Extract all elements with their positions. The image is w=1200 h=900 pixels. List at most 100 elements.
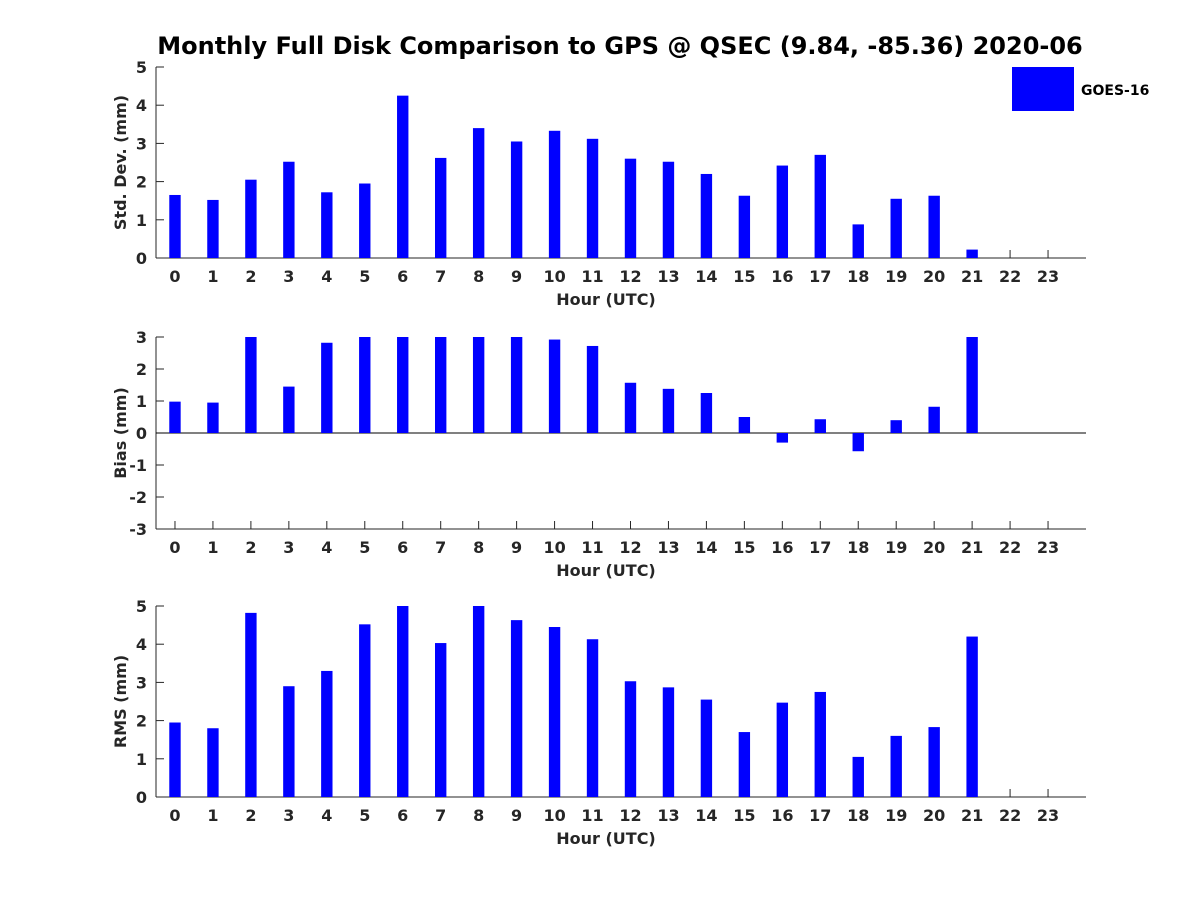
x-tick-label: 2 — [245, 806, 256, 825]
x-tick-label: 1 — [207, 806, 218, 825]
x-tick-label: 9 — [511, 806, 522, 825]
x-tick-label: 21 — [961, 806, 983, 825]
y-tick-label: 2 — [136, 173, 147, 192]
bar — [586, 639, 599, 797]
x-tick-label: 4 — [321, 806, 332, 825]
y-tick-label: 1 — [136, 750, 147, 769]
x-tick-label: 8 — [473, 538, 484, 557]
bar — [397, 95, 409, 259]
bar — [548, 130, 561, 258]
bar — [359, 183, 371, 258]
x-tick-label: 8 — [473, 806, 484, 825]
bar — [814, 419, 826, 433]
x-tick-label: 15 — [733, 806, 755, 825]
bar — [738, 417, 751, 433]
x-tick-label: 20 — [923, 267, 945, 286]
bar — [359, 337, 371, 433]
bar — [662, 161, 675, 258]
x-tick-label: 21 — [961, 538, 983, 557]
bar — [283, 386, 295, 433]
x-tick-label: 11 — [581, 806, 603, 825]
x-tick-label: 17 — [809, 806, 831, 825]
bar — [207, 199, 219, 258]
bar — [359, 624, 371, 797]
bar — [548, 339, 561, 433]
x-tick-label: 13 — [657, 538, 679, 557]
y-tick-label: 0 — [136, 249, 147, 268]
bar — [435, 337, 447, 433]
bar — [548, 627, 561, 797]
bar — [852, 433, 864, 452]
x-tick-label: 16 — [771, 538, 793, 557]
legend: GOES-16 — [1012, 67, 1149, 111]
y-tick-label: 1 — [136, 211, 147, 230]
y-tick-label: 5 — [136, 597, 147, 616]
bar — [510, 337, 523, 433]
x-tick-label: 18 — [847, 267, 869, 286]
bar — [245, 337, 257, 433]
y-tick-label: 3 — [136, 328, 147, 347]
rms-y-axis-label: RMS (mm) — [111, 655, 130, 748]
x-tick-label: 18 — [847, 538, 869, 557]
bar — [966, 249, 978, 258]
bar — [776, 702, 789, 797]
x-tick-label: 22 — [999, 806, 1021, 825]
x-tick-label: 20 — [923, 538, 945, 557]
bar — [435, 643, 447, 797]
x-tick-label: 0 — [169, 267, 180, 286]
bar — [814, 154, 826, 258]
std-dev-x-axis-label: Hour (UTC) — [556, 290, 656, 309]
y-tick-label: 3 — [136, 673, 147, 692]
bar — [662, 687, 675, 797]
bar — [169, 401, 181, 433]
x-tick-label: 7 — [435, 538, 446, 557]
bar — [510, 620, 523, 797]
x-tick-label: 5 — [359, 538, 370, 557]
x-tick-label: 15 — [733, 538, 755, 557]
x-tick-label: 1 — [207, 267, 218, 286]
x-tick-label: 7 — [435, 806, 446, 825]
x-tick-label: 6 — [397, 267, 408, 286]
bar — [510, 141, 523, 258]
x-tick-label: 4 — [321, 267, 332, 286]
y-tick-label: -1 — [129, 456, 147, 475]
bar — [472, 128, 485, 258]
x-tick-label: 16 — [771, 267, 793, 286]
x-tick-label: 13 — [657, 267, 679, 286]
x-tick-label: 23 — [1037, 538, 1059, 557]
bar — [169, 194, 181, 258]
x-tick-label: 7 — [435, 267, 446, 286]
bias-y-axis-label: Bias (mm) — [111, 387, 130, 479]
x-tick-label: 1 — [207, 538, 218, 557]
bar — [586, 138, 599, 258]
bar — [738, 195, 751, 258]
bar — [435, 157, 447, 258]
x-tick-label: 17 — [809, 267, 831, 286]
x-tick-label: 23 — [1037, 267, 1059, 286]
bias-x-axis-label: Hour (UTC) — [556, 561, 656, 580]
legend-label: GOES-16 — [1081, 83, 1149, 99]
bar — [662, 388, 675, 433]
y-tick-label: 4 — [136, 96, 147, 115]
bar — [624, 158, 637, 258]
bar — [928, 406, 940, 433]
bar — [852, 756, 864, 797]
bar — [966, 337, 978, 433]
bar — [207, 728, 219, 797]
x-tick-label: 14 — [695, 538, 717, 557]
x-tick-label: 19 — [885, 806, 907, 825]
bar — [700, 393, 713, 433]
bar — [928, 727, 940, 797]
bar — [624, 681, 637, 797]
x-tick-label: 5 — [359, 806, 370, 825]
y-tick-label: 0 — [136, 788, 147, 807]
x-tick-label: 2 — [245, 538, 256, 557]
bar — [624, 382, 637, 433]
bar — [245, 612, 257, 797]
rms-x-axis-label: Hour (UTC) — [556, 829, 656, 848]
bar — [321, 192, 333, 258]
